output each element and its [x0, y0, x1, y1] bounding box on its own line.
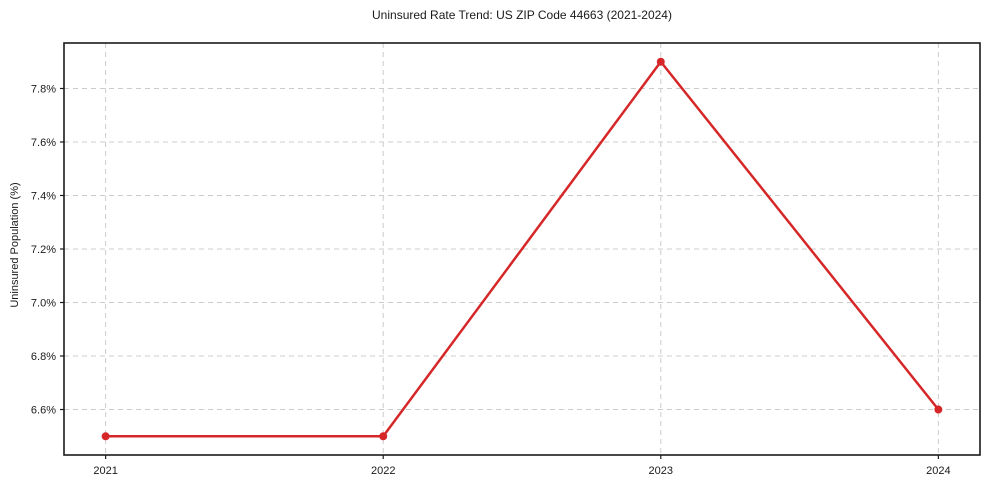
x-tick-label: 2023: [649, 465, 673, 477]
y-tick-label: 6.6%: [31, 405, 56, 417]
data-line: [104, 60, 940, 438]
data-point-marker: [656, 57, 665, 66]
chart-title: Uninsured Rate Trend: US ZIP Code 44663 …: [372, 8, 672, 22]
plot-spines: [63, 42, 981, 456]
y-tick-label: 7.6%: [31, 137, 56, 149]
x-tick-label: 2021: [93, 465, 117, 477]
y-tick-label: 7.0%: [31, 298, 56, 310]
x-tick-label: 2022: [371, 465, 395, 477]
y-tick-label: 7.4%: [31, 190, 56, 202]
data-point-marker: [934, 405, 943, 414]
y-tick-label: 7.8%: [31, 83, 56, 95]
x-tick-label: 2024: [926, 465, 950, 477]
y-tick-label: 7.2%: [31, 244, 56, 256]
data-point-marker: [379, 432, 388, 441]
data-point-marker: [101, 432, 110, 441]
y-tick-label: 6.8%: [31, 351, 56, 363]
